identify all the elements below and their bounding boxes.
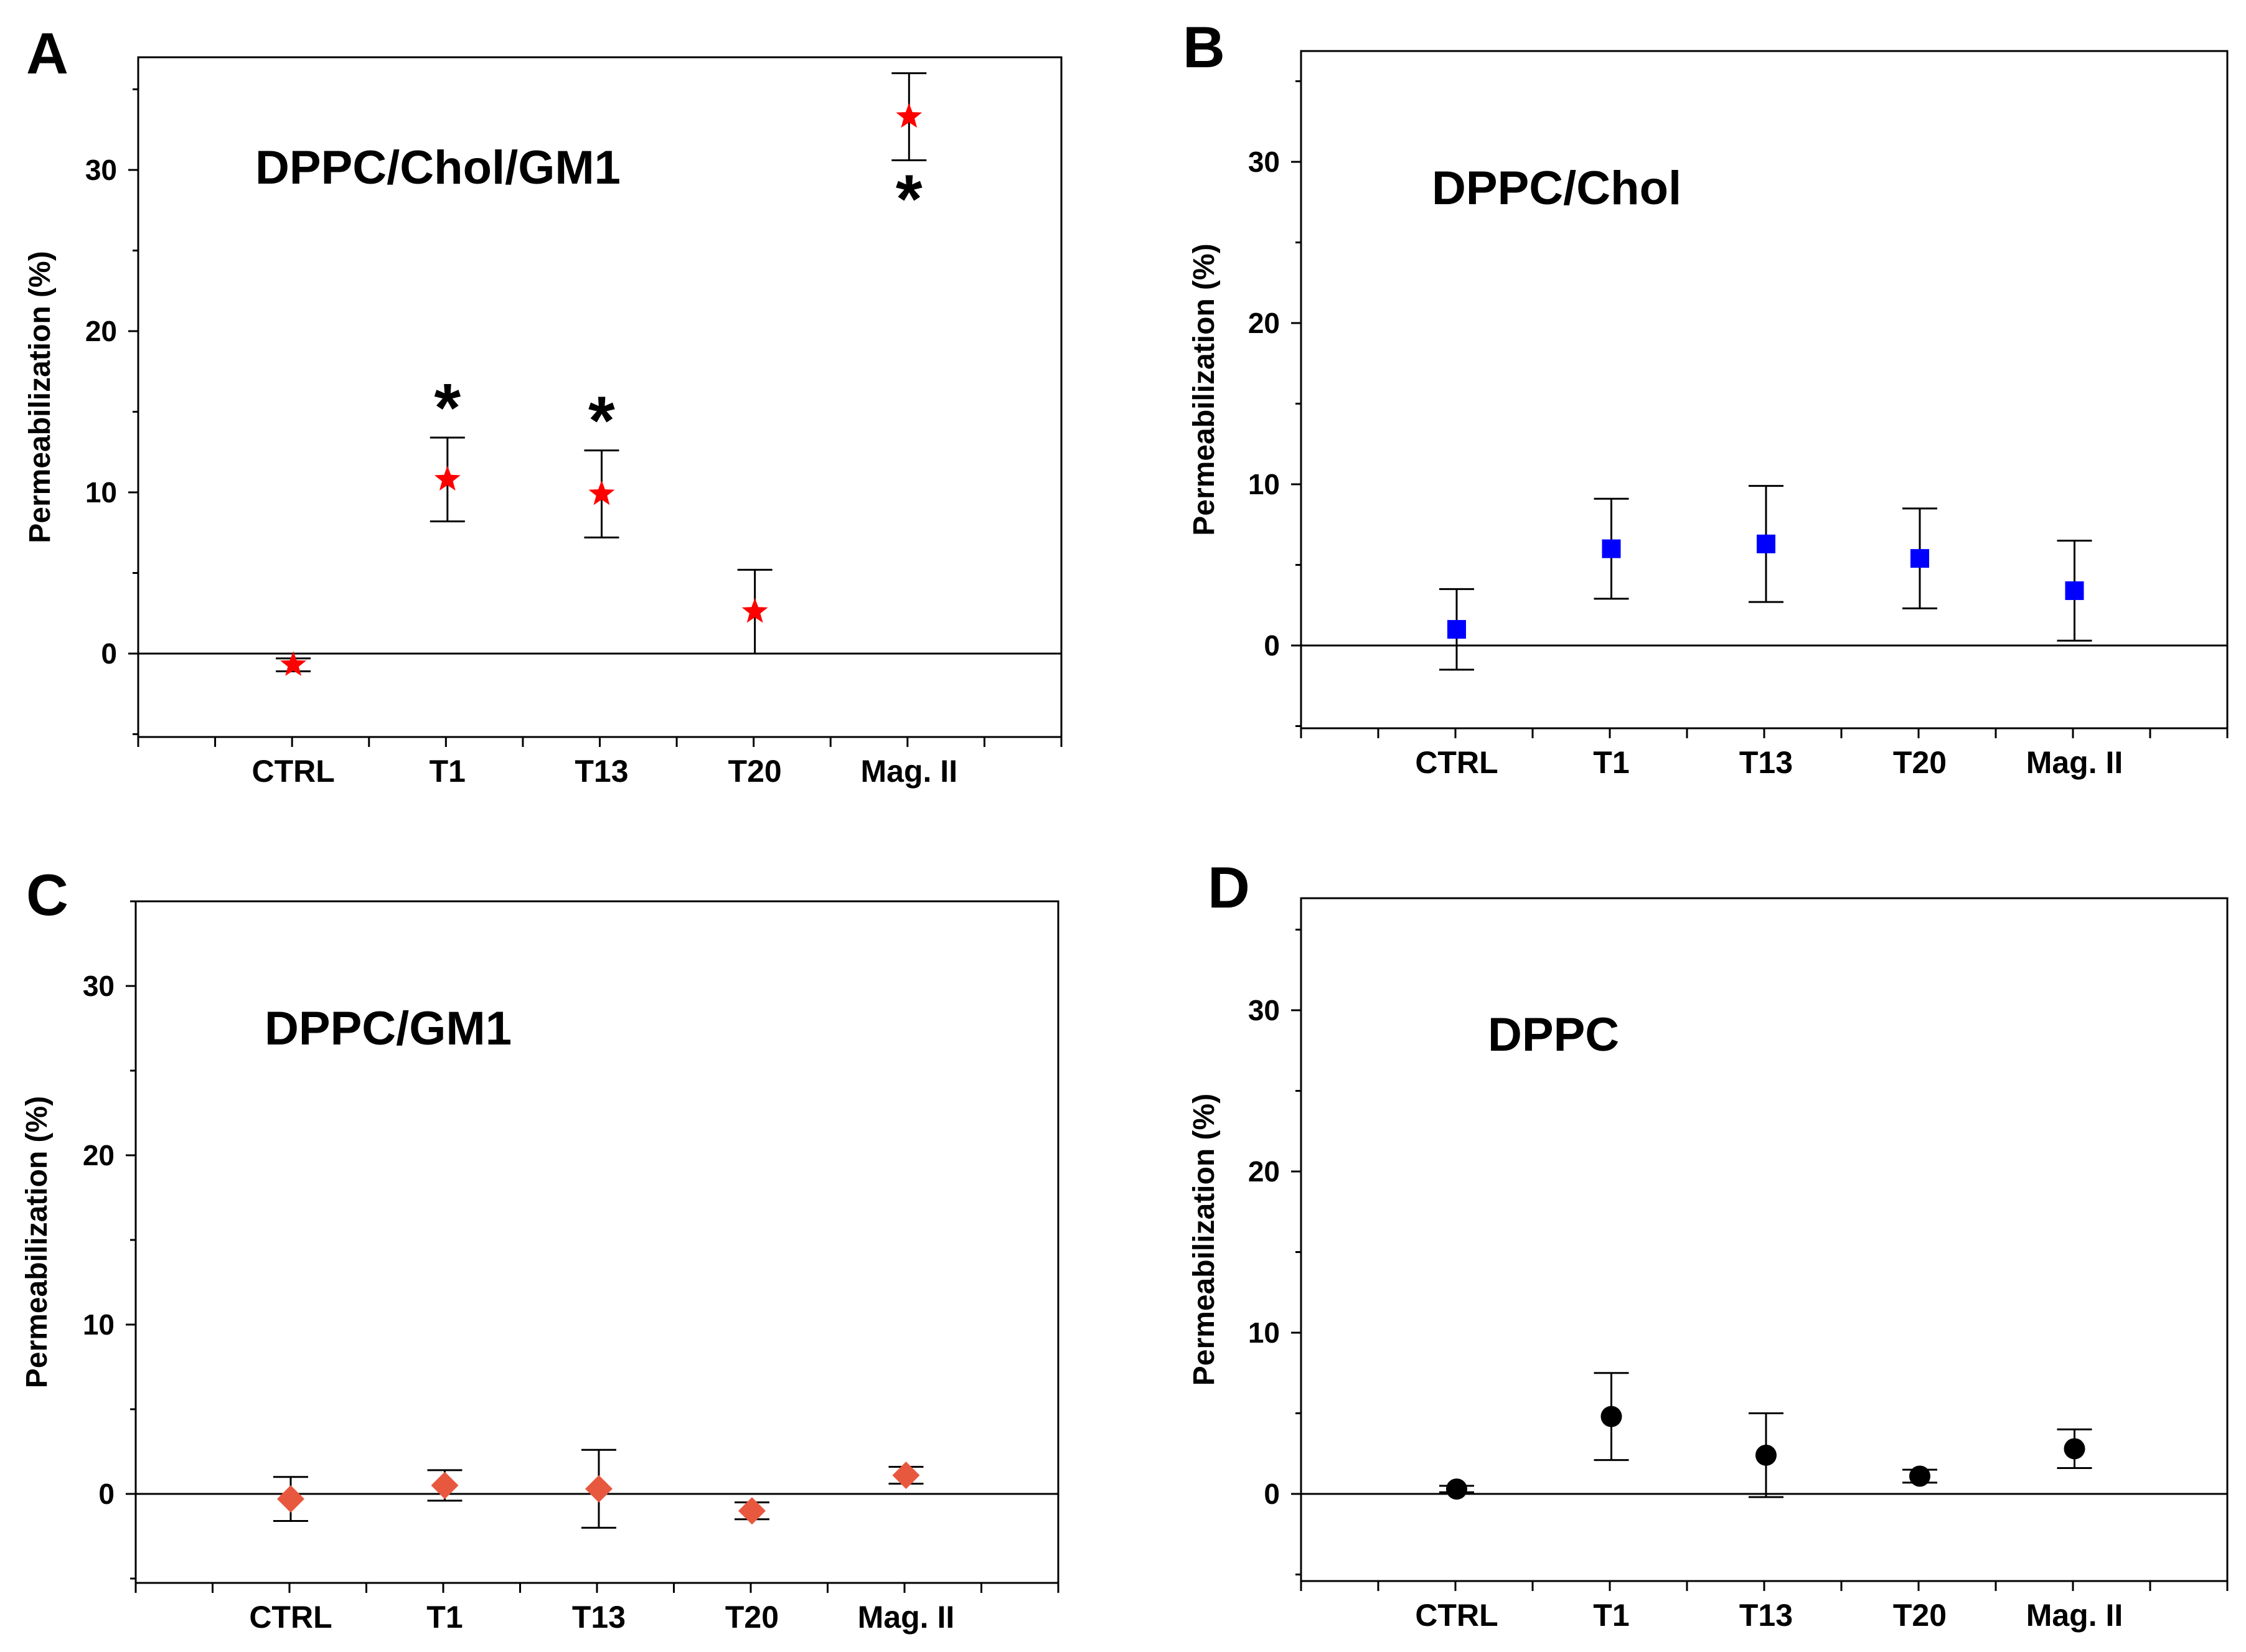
x-tick-label-ctrl: CTRL [1415, 745, 1498, 780]
x-tick-label-t13: T13 [1739, 1598, 1793, 1633]
y-tick-label: 10 [1248, 468, 1280, 500]
data-point-ctrl [1447, 620, 1466, 639]
panel-title: DPPC/Chol/GM1 [255, 141, 621, 194]
panel-title: DPPC [1488, 1008, 1619, 1061]
data-point-t20 [741, 598, 768, 623]
data-point-t1 [1602, 539, 1621, 558]
y-tick-label: 0 [1264, 1478, 1280, 1510]
y-tick-label: 30 [85, 154, 117, 186]
data-point-mag-ii [892, 1462, 920, 1490]
y-tick-label: 30 [83, 970, 115, 1002]
panel-title: DPPC/Chol [1432, 162, 1681, 215]
y-tick-label: 20 [1248, 1155, 1280, 1188]
panel-label: D [1208, 855, 1250, 920]
plot-frame [1300, 50, 2229, 730]
x-tick-label-t20: T20 [1893, 745, 1947, 780]
y-tick-label: 20 [83, 1139, 115, 1171]
panel-title: DPPC/GM1 [265, 1002, 512, 1055]
panel-c: 0 10 20 30 CTRL T1 T13 T20 Mag. II Permeabilizati… [21, 862, 1060, 1635]
data-point-mag-ii [896, 103, 923, 128]
x-tick-label-ctrl: CTRL [251, 754, 334, 789]
x-tick-label-mag-ii: Mag. II [861, 754, 958, 789]
y-tick-label: 0 [98, 1478, 115, 1510]
data-point-t20 [738, 1497, 766, 1525]
y-axis-label: Permeabilization (%) [1188, 243, 1221, 535]
significance-marker: * [896, 161, 923, 237]
significance-marker: * [434, 370, 461, 446]
y-tick-label: 10 [83, 1308, 115, 1341]
y-tick-label: 0 [101, 637, 117, 670]
x-tick-label-t20: T20 [728, 754, 782, 789]
x-tick-label-t13: T13 [1739, 745, 1793, 780]
panel-label: A [26, 21, 68, 86]
data-point-ctrl [280, 651, 307, 676]
panel-a: 0 10 20 30 CTRL T1 T13 T20 Mag. II Permeabilizati… [24, 21, 1063, 789]
y-tick-label: 20 [85, 315, 117, 347]
x-tick-label-t13: T13 [575, 754, 628, 789]
x-tick-label-mag-ii: Mag. II [858, 1600, 955, 1635]
y-tick-label: 20 [1248, 307, 1280, 339]
panel-label: B [1183, 14, 1225, 80]
data-point-mag-ii [2065, 581, 2084, 600]
x-tick-label-t20: T20 [725, 1600, 779, 1635]
x-tick-label-t1: T1 [430, 754, 466, 789]
y-tick-label: 30 [1248, 146, 1280, 178]
panel-d: 0 10 20 30 CTRL T1 T13 T20 Mag. II Permeabilizati… [1188, 855, 2229, 1633]
data-point-t20 [1909, 1465, 1930, 1487]
y-tick-label: 0 [1264, 629, 1280, 662]
data-point-t13 [1756, 534, 1775, 553]
x-tick-label-t1: T1 [426, 1600, 463, 1635]
x-tick-label-mag-ii: Mag. II [2026, 1598, 2123, 1633]
panel-b: 0 10 20 30 CTRL T1 T13 T20 Mag. II Permeabilizati… [1183, 14, 2229, 780]
data-point-ctrl [276, 1485, 304, 1513]
x-tick-label-ctrl: CTRL [1415, 1598, 1498, 1633]
x-tick-label-t1: T1 [1593, 1598, 1629, 1633]
data-point-t1 [434, 466, 461, 491]
significance-marker: * [588, 383, 615, 459]
data-point-t13 [1755, 1444, 1777, 1466]
y-axis-label: Permeabilization (%) [21, 1096, 54, 1388]
data-point-t1 [431, 1471, 459, 1499]
data-point-ctrl [1445, 1478, 1467, 1500]
y-tick-label: 10 [85, 476, 117, 509]
y-tick-label: 10 [1248, 1316, 1280, 1349]
data-point-t20 [1910, 549, 1929, 568]
panel-label: C [26, 862, 68, 927]
x-tick-label-ctrl: CTRL [249, 1600, 332, 1635]
data-point-t13 [585, 1475, 613, 1503]
x-tick-label-t20: T20 [1893, 1598, 1947, 1633]
data-point-t13 [588, 480, 615, 505]
data-point-t1 [1600, 1406, 1622, 1427]
x-tick-label-t13: T13 [572, 1600, 626, 1635]
x-tick-label-t1: T1 [1593, 745, 1629, 780]
y-axis-label: Permeabilization (%) [1188, 1094, 1221, 1386]
data-point-mag-ii [2064, 1438, 2085, 1460]
plot-frame [1300, 897, 2229, 1582]
x-tick-label-mag-ii: Mag. II [2026, 745, 2123, 780]
y-axis-label: Permeabilization (%) [24, 251, 57, 543]
y-tick-label: 30 [1248, 994, 1280, 1026]
